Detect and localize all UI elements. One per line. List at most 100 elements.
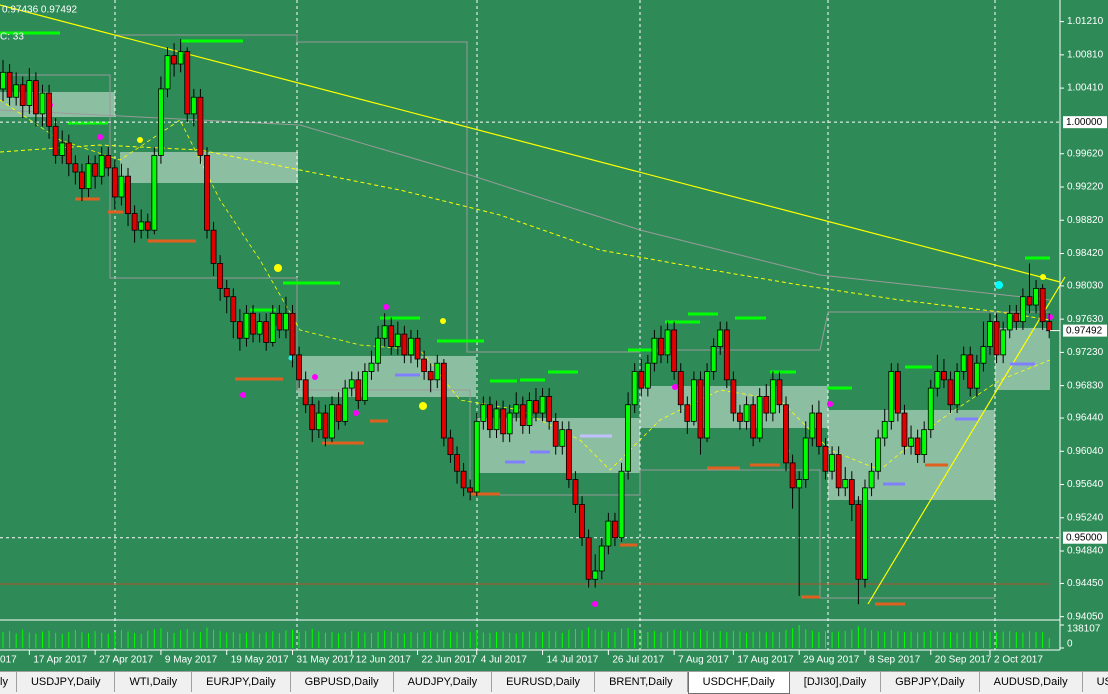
candle-body [184, 51, 191, 115]
chart-background [0, 0, 1108, 671]
trend-line [867, 276, 1066, 605]
candle-body [1039, 287, 1046, 323]
candle-body [756, 396, 763, 439]
date-label: 7 Aug 2017 [678, 655, 729, 666]
candle-body [638, 371, 645, 389]
y-tick-label: 0.98420 [1067, 248, 1104, 259]
candle-body [177, 51, 184, 65]
candle-body [335, 404, 342, 422]
candle-body [171, 55, 177, 65]
candle-body [381, 325, 388, 339]
y-tick-label: 0.97230 [1067, 347, 1104, 358]
candle-body [809, 412, 816, 439]
moving-average [0, 144, 1051, 321]
tab[interactable]: GBPJPY,Daily [881, 672, 980, 692]
candle-body [987, 321, 993, 347]
volume-tick-label: 0 [1067, 639, 1073, 650]
candle-body [605, 520, 612, 547]
candle-body [197, 96, 204, 156]
tab[interactable]: [DJI30],Daily [790, 672, 882, 692]
candle-body [98, 155, 105, 177]
tab[interactable]: USDCAD,Daily [1083, 672, 1108, 692]
candle-body [894, 371, 901, 414]
y-tick-label: 1.00810 [1067, 49, 1104, 60]
candle-body [269, 312, 276, 343]
candle-body [684, 404, 691, 422]
candle-body [158, 88, 164, 156]
candle-body [105, 155, 112, 169]
candle-body [217, 263, 224, 289]
candle-body [480, 404, 487, 422]
candle-body [954, 371, 960, 406]
tab[interactable]: GBPUSD,Daily [291, 672, 394, 692]
candle-body [92, 163, 99, 177]
y-tick-label: 0.99620 [1067, 148, 1104, 159]
candle-body [862, 487, 868, 580]
channels [0, 34, 1051, 599]
candle-body [868, 470, 875, 489]
candle-body [941, 371, 947, 381]
candle-body [513, 404, 520, 414]
marker [137, 137, 143, 143]
marker [827, 401, 833, 407]
tab[interactable]: WTI,Daily [115, 672, 193, 692]
tab[interactable]: EURUSD,Daily [492, 672, 596, 692]
tab[interactable]: AUDUSD,Daily [980, 672, 1083, 692]
candle-body [717, 329, 724, 347]
tab[interactable]: USDJPY,Daily [17, 672, 116, 692]
candle-body [552, 420, 559, 447]
candle-body [210, 229, 217, 264]
candle-body [750, 404, 757, 439]
candle-body [454, 454, 460, 472]
date-label: 14 Jul 2017 [547, 655, 599, 666]
info-text: 0.97436 0.97492 [2, 5, 78, 16]
candle-body [644, 362, 651, 389]
candle-body [138, 221, 145, 231]
candle-body [322, 412, 329, 439]
y-tick-label: 0.95240 [1067, 512, 1104, 523]
date-label: 29 Aug 2017 [803, 655, 860, 666]
candle-body [315, 412, 322, 431]
y-tick-label: 0.98030 [1067, 281, 1104, 292]
candle-body [46, 92, 52, 127]
tab[interactable]: ly [0, 672, 17, 692]
candle-body [52, 125, 59, 156]
candle-body [111, 167, 118, 198]
candle-body [447, 437, 454, 456]
indicator-label: C: 33 [0, 32, 24, 43]
tab[interactable]: AUDJPY,Daily [394, 672, 493, 692]
tab[interactable]: USDCHF,Daily [687, 672, 790, 694]
candle-body [737, 412, 743, 422]
candle-body [427, 371, 434, 381]
candle-body [888, 371, 895, 422]
candle-body [651, 337, 658, 364]
candle-body [388, 325, 395, 347]
candle-body [296, 354, 303, 381]
zone [828, 410, 995, 500]
candle-body [769, 379, 776, 414]
date-label: 2 Oct 2017 [994, 655, 1043, 666]
y-tick-label: 0.99220 [1067, 182, 1104, 193]
candle-body [829, 454, 835, 472]
candle-body [283, 312, 289, 331]
marker [240, 392, 246, 398]
channel [0, 74, 995, 599]
date-label: 19 May 2017 [231, 655, 289, 666]
candle-body [151, 155, 158, 231]
tab[interactable]: EURJPY,Daily [192, 672, 291, 692]
y-tick-label: 0.94050 [1067, 611, 1104, 622]
price-label: 0.97492 [1066, 325, 1103, 336]
level-label: 1.00000 [1066, 117, 1103, 128]
candle-body [612, 520, 618, 539]
candle-body [401, 333, 408, 356]
candle-body [440, 362, 447, 439]
candle-body [493, 408, 500, 431]
candle-body [723, 329, 730, 381]
candle-body [355, 379, 362, 401]
tab[interactable]: BRENT,Daily [595, 672, 688, 692]
marker [672, 384, 678, 390]
date-label: 17 Apr 2017 [33, 655, 87, 666]
candle-body [730, 379, 737, 414]
date-label: 017 [0, 655, 17, 666]
